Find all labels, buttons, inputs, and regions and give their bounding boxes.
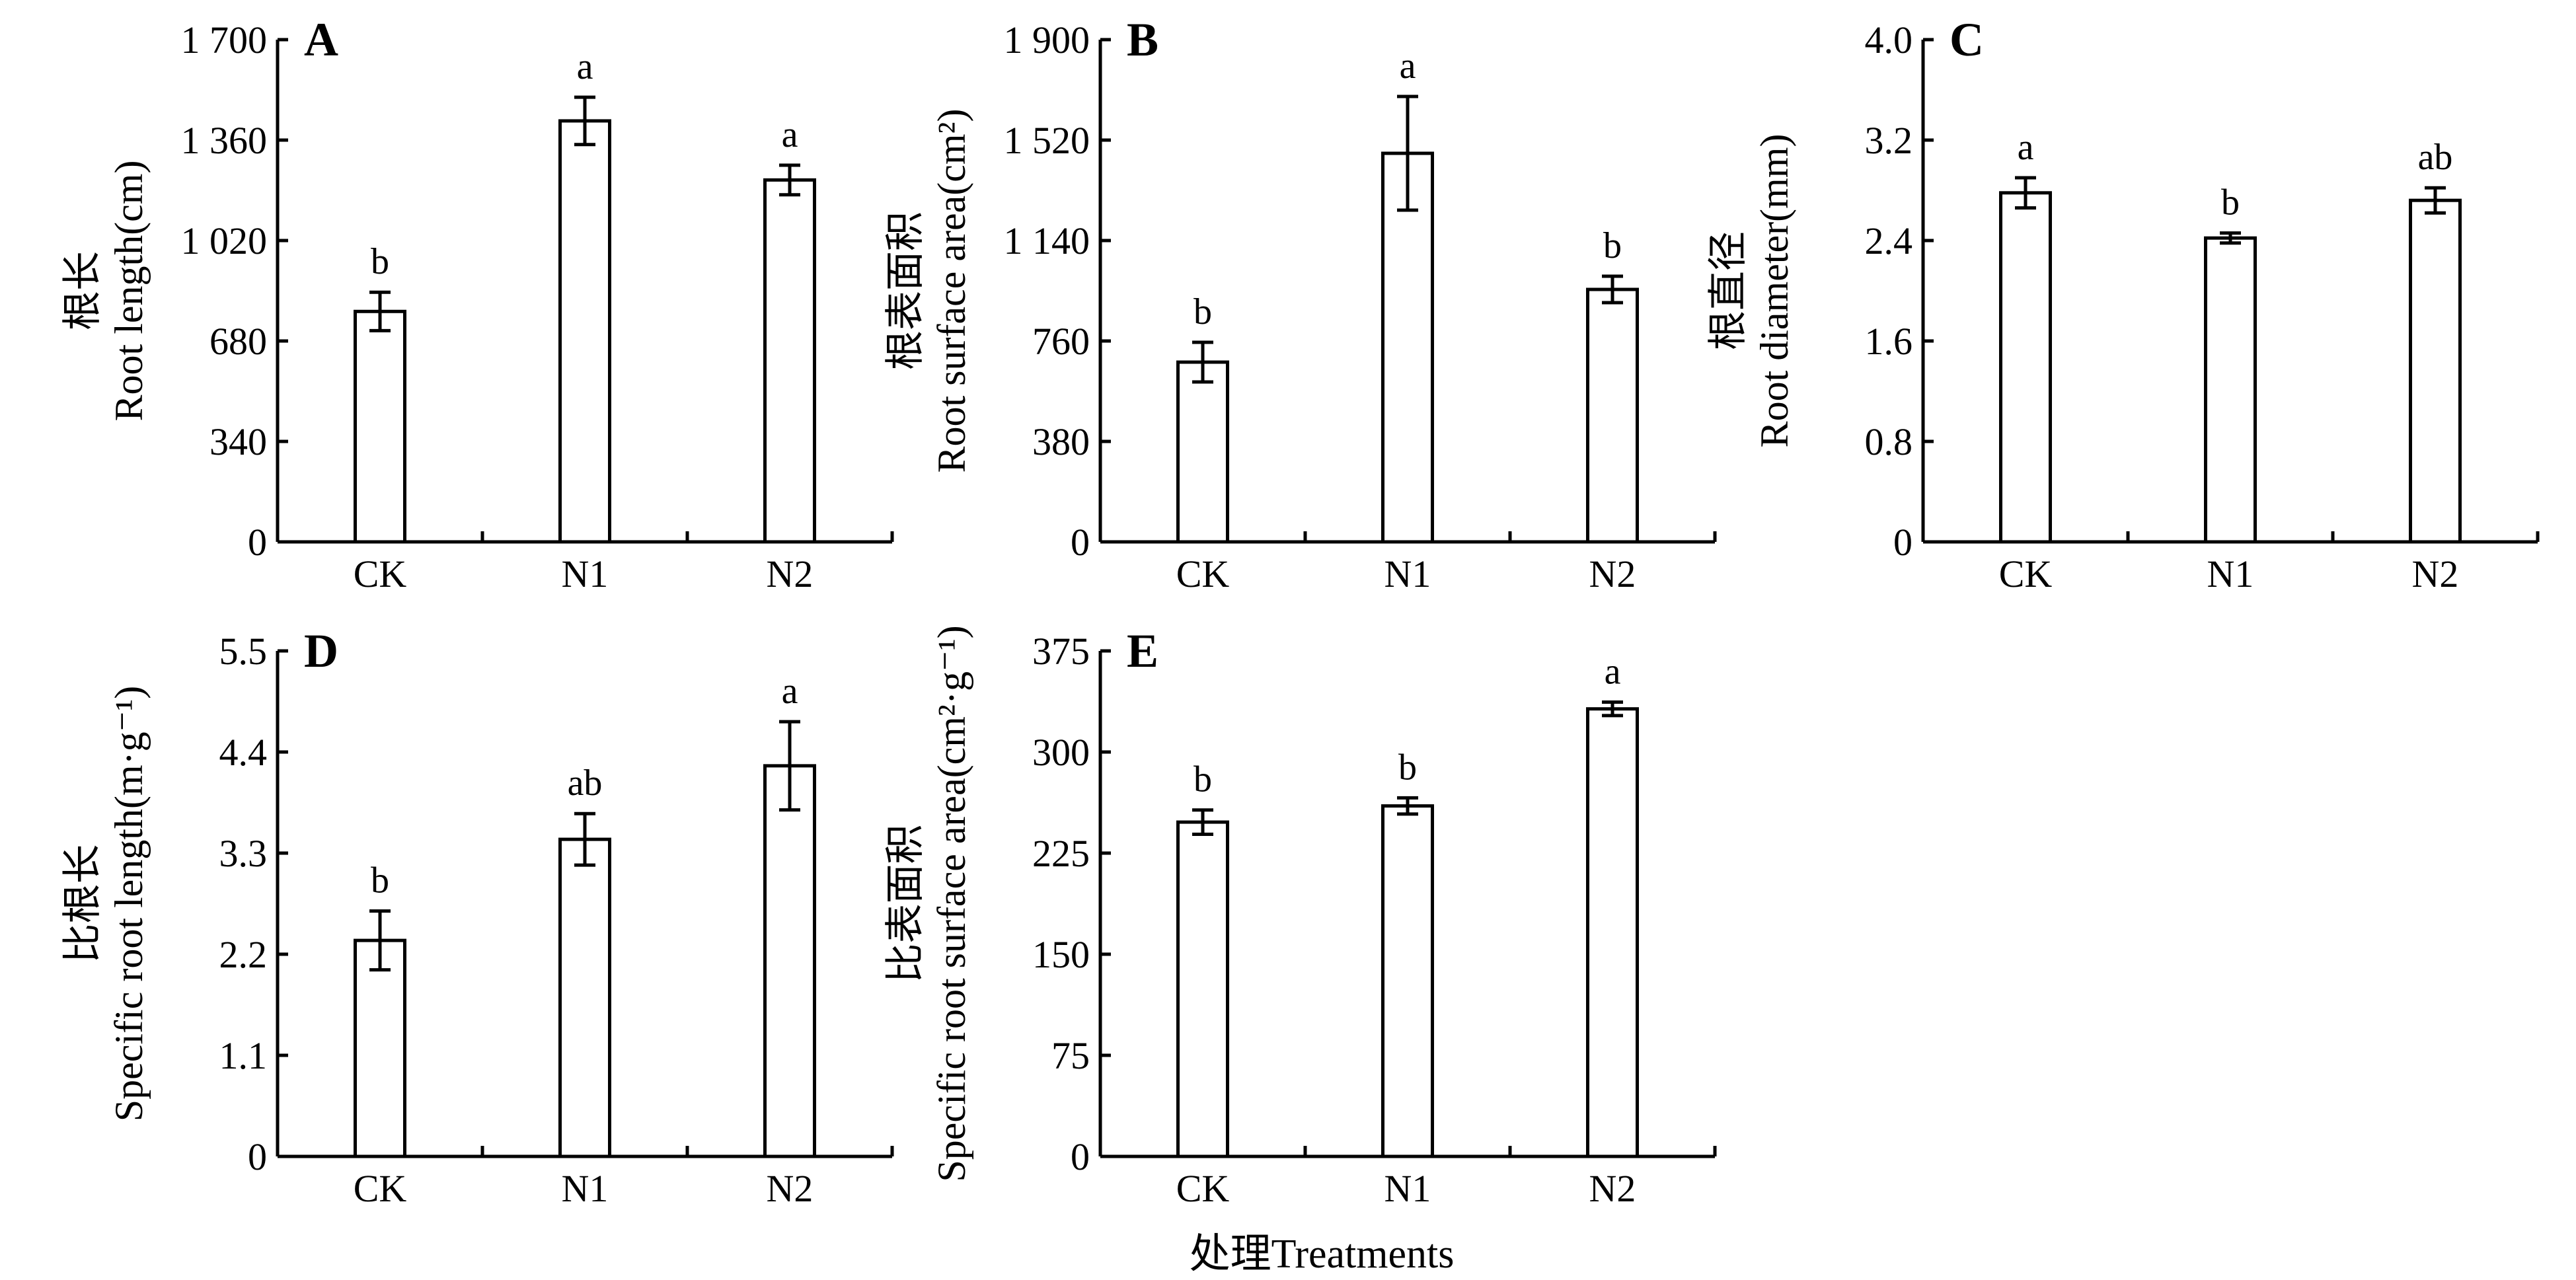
- y-axis-title-cn: 比表面积: [884, 825, 927, 983]
- category-label: N1: [562, 552, 609, 595]
- panel-letter: B: [1127, 13, 1158, 66]
- y-tick-label: 2.4: [1865, 219, 1913, 262]
- significance-letter: b: [371, 241, 389, 282]
- y-tick-label: 5.5: [219, 630, 268, 673]
- y-tick-label: 1 900: [1004, 19, 1090, 61]
- significance-letter: a: [577, 46, 593, 87]
- y-axis-title-cn: 根长: [61, 251, 104, 330]
- category-label: N2: [2412, 552, 2459, 595]
- category-label: CK: [1176, 1167, 1230, 1210]
- significance-letter: a: [782, 671, 798, 712]
- y-tick-label: 3.2: [1865, 119, 1913, 162]
- y-tick-label: 1 140: [1004, 219, 1090, 262]
- bar-n2: [1586, 287, 1639, 544]
- y-tick-label: 150: [1032, 933, 1090, 976]
- bar-n1: [1381, 804, 1434, 1158]
- bar-n2: [2409, 198, 2462, 544]
- y-tick-label: 340: [209, 420, 267, 463]
- y-tick-label: 1 020: [181, 219, 268, 262]
- category-label: N1: [1384, 552, 1431, 595]
- bar-ck: [1176, 820, 1229, 1158]
- bar-n1: [2204, 236, 2257, 544]
- y-axis-title-cn: 根表面积: [884, 211, 927, 370]
- chart-panel-a: 0 340 680 1 020 1 360 1 700 b CK a N1 a N2 A 根长 Root l…: [61, 13, 894, 595]
- y-axis-title-en: Specific root surface area(cm²·g⁻¹): [930, 625, 973, 1182]
- significance-letter: b: [1398, 747, 1417, 788]
- bar-n1: [558, 119, 611, 544]
- y-tick-label: 375: [1032, 630, 1090, 673]
- y-axis-title-en: Specific root length(m·g⁻¹): [107, 686, 151, 1121]
- bar-n1: [558, 837, 611, 1158]
- y-tick-label: 0.8: [1865, 420, 1913, 463]
- y-tick-label: 1.1: [219, 1034, 268, 1077]
- category-label: N1: [1384, 1167, 1431, 1210]
- y-tick-label: 4.0: [1865, 19, 1913, 61]
- chart-panel-e: 0 75 150 225 300 375 b CK b N1 a N2 E 比表面积 Specific ro…: [884, 624, 1717, 1210]
- y-tick-label: 1 700: [181, 19, 268, 61]
- chart-panel-d: 0 1.1 2.2 3.3 4.4 5.5 b CK ab N1 a N2 D 比根长 Specific r…: [61, 624, 894, 1210]
- y-tick-label: 75: [1051, 1034, 1090, 1077]
- category-label: CK: [354, 552, 407, 595]
- panel-letter: A: [304, 13, 338, 66]
- significance-letter: ab: [2418, 137, 2453, 178]
- significance-letter: b: [1193, 759, 1212, 800]
- significance-letter: a: [2018, 127, 2034, 168]
- panel-letter: E: [1127, 624, 1158, 677]
- y-axis-title-cn: 根直径: [1706, 231, 1750, 350]
- y-tick-label: 2.2: [219, 933, 268, 976]
- y-tick-label: 680: [209, 320, 267, 363]
- bar-n2: [763, 178, 816, 544]
- significance-letter: b: [2221, 182, 2240, 223]
- bar-ck: [1999, 191, 2052, 544]
- significance-letter: b: [1193, 291, 1212, 332]
- y-tick-label: 0: [1071, 1135, 1090, 1178]
- category-label: N2: [1589, 1167, 1636, 1210]
- bar-ck: [1176, 360, 1229, 544]
- y-axis-title-cn: 比根长: [61, 845, 104, 963]
- y-tick-label: 0: [248, 1135, 267, 1178]
- y-axis-title-en: Root surface area(cm²): [930, 108, 973, 472]
- y-tick-label: 0: [1071, 521, 1090, 564]
- y-tick-label: 380: [1032, 420, 1090, 463]
- x-axis-title: 处理Treatments: [1190, 1232, 1455, 1277]
- category-label: CK: [1176, 552, 1230, 595]
- y-tick-label: 225: [1032, 832, 1090, 875]
- chart-panels: 0 340 680 1 020 1 360 1 700 b CK a N1 a N2 A 根长 Root l…: [61, 13, 2540, 1210]
- bar-n2: [1586, 707, 1639, 1158]
- bar-ck: [354, 938, 406, 1158]
- y-tick-label: 1 520: [1004, 119, 1090, 162]
- significance-letter: ab: [568, 763, 603, 804]
- chart-panel-b: 0 380 760 1 140 1 520 1 900 b CK a N1 b N2 B 根表面积 Root…: [884, 13, 1717, 595]
- chart-panel-c: 0 0.8 1.6 2.4 3.2 4.0 a CK b N1 ab N2 C 根直径 Root diame…: [1706, 13, 2540, 595]
- y-tick-label: 760: [1032, 320, 1090, 363]
- bar-n2: [763, 764, 816, 1158]
- significance-letter: b: [1603, 225, 1622, 266]
- category-label: CK: [354, 1167, 407, 1210]
- significance-letter: a: [782, 114, 798, 155]
- category-label: N1: [562, 1167, 609, 1210]
- y-axis-title-en: Root diameter(mm): [1753, 134, 1796, 448]
- category-label: CK: [1999, 552, 2053, 595]
- y-axis-title-en: Root length(cm): [107, 161, 151, 422]
- y-tick-label: 0: [248, 521, 267, 564]
- y-tick-label: 1 360: [181, 119, 268, 162]
- y-tick-label: 4.4: [219, 731, 268, 774]
- y-tick-label: 0: [1893, 521, 1913, 564]
- significance-letter: a: [1400, 46, 1416, 87]
- y-tick-label: 300: [1032, 731, 1090, 774]
- significance-letter: a: [1605, 652, 1621, 693]
- panel-letter: D: [304, 624, 338, 677]
- y-tick-label: 3.3: [219, 832, 268, 875]
- bar-ck: [354, 309, 406, 544]
- category-label: N2: [767, 552, 814, 595]
- category-label: N1: [2207, 552, 2254, 595]
- y-tick-label: 1.6: [1865, 320, 1913, 363]
- panel-letter: C: [1950, 13, 1984, 66]
- significance-letter: b: [371, 860, 389, 901]
- category-label: N2: [767, 1167, 814, 1210]
- category-label: N2: [1589, 552, 1636, 595]
